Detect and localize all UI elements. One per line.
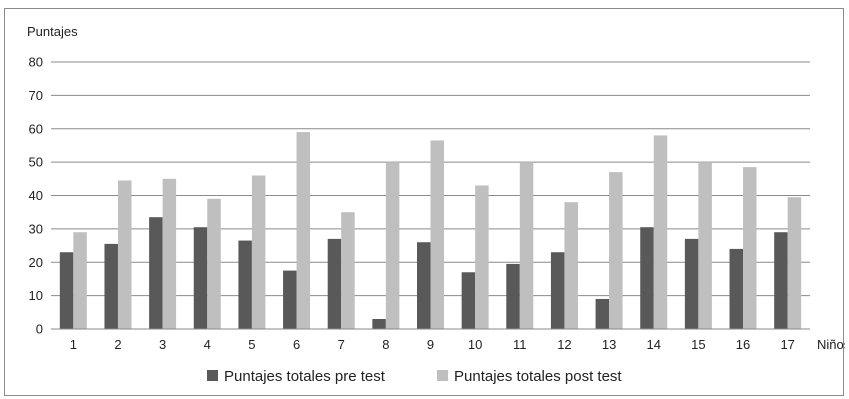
x-tick-label: 6 bbox=[293, 337, 300, 352]
y-tick-label: 50 bbox=[29, 155, 43, 170]
bar-post-test bbox=[385, 162, 400, 330]
x-tick-label: 3 bbox=[159, 337, 166, 352]
x-tick-label: 13 bbox=[602, 337, 616, 352]
bar-post-test bbox=[564, 202, 578, 329]
bar-post-test bbox=[519, 162, 534, 330]
legend-swatch-post-test bbox=[437, 370, 448, 381]
bar-pre-test bbox=[149, 217, 163, 329]
y-tick-labels: 0 10 20 30 40 50 60 70 80 bbox=[29, 55, 43, 337]
x-tick-label: 9 bbox=[427, 337, 434, 352]
bar-post-test bbox=[653, 135, 668, 329]
bar-pre-test bbox=[238, 240, 252, 329]
bar-pre-test bbox=[59, 252, 74, 329]
bar-post-test bbox=[787, 197, 802, 329]
x-tick-label: 8 bbox=[382, 337, 389, 352]
x-tick-label: 1 bbox=[70, 337, 77, 352]
y-tick-label: 80 bbox=[29, 55, 43, 70]
bar-post-test bbox=[251, 175, 266, 329]
bar-post-test bbox=[743, 167, 757, 329]
legend: Puntajes totales pre test Puntajes totale… bbox=[207, 368, 622, 385]
bar-pre-test bbox=[104, 243, 118, 329]
y-tick-label: 60 bbox=[29, 121, 43, 136]
bar-post-test bbox=[162, 178, 177, 329]
bar-post-test bbox=[698, 162, 712, 330]
bars bbox=[59, 132, 802, 330]
y-tick-label: 40 bbox=[29, 188, 43, 203]
x-axis-title: Niños bbox=[817, 337, 845, 352]
x-tick-label: 10 bbox=[468, 337, 482, 352]
bar-pre-test bbox=[327, 238, 342, 329]
x-tick-label: 15 bbox=[691, 337, 705, 352]
y-axis-title: Puntajes bbox=[27, 24, 78, 39]
y-tick-label: 70 bbox=[29, 88, 43, 103]
x-tick-label: 4 bbox=[204, 337, 211, 352]
bar-post-test bbox=[341, 212, 355, 329]
x-tick-label: 7 bbox=[338, 337, 345, 352]
x-tick-label: 16 bbox=[736, 337, 750, 352]
x-tick-label: 12 bbox=[557, 337, 571, 352]
bar-post-test bbox=[430, 140, 444, 329]
bar-pre-test bbox=[640, 227, 654, 329]
y-tick-label: 20 bbox=[29, 255, 43, 270]
legend-label-post-test: Puntajes totales post test bbox=[454, 368, 622, 385]
x-tick-label: 11 bbox=[513, 337, 527, 352]
bar-post-test bbox=[609, 172, 623, 329]
bar-post-test bbox=[73, 232, 87, 329]
bar-pre-test bbox=[193, 227, 208, 329]
bar-post-test bbox=[296, 132, 311, 329]
bar-pre-test bbox=[684, 238, 699, 329]
legend-swatch-pre-test bbox=[207, 370, 218, 381]
bar-post-test bbox=[207, 198, 221, 329]
x-tick-label: 17 bbox=[780, 337, 794, 352]
x-tick-label: 14 bbox=[647, 337, 661, 352]
bar-pre-test bbox=[550, 252, 565, 329]
chart-frame: Puntajes 0 10 20 30 40 50 60 70 80 1 2 3 4 5 6 7 8 9 10 11… bbox=[4, 8, 845, 396]
bar-pre-test bbox=[417, 242, 431, 329]
y-tick-label: 0 bbox=[36, 322, 43, 337]
x-tick-label: 5 bbox=[248, 337, 255, 352]
x-tick-labels: 1 2 3 4 5 6 7 8 9 10 11 12 13 14 15 16 17 bbox=[70, 337, 795, 352]
legend-label-pre-test: Puntajes totales pre test bbox=[224, 368, 386, 385]
bar-pre-test bbox=[506, 263, 520, 329]
bar-pre-test bbox=[729, 248, 744, 329]
y-tick-label: 10 bbox=[29, 288, 43, 303]
bar-post-test bbox=[475, 185, 489, 329]
bar-pre-test bbox=[372, 318, 386, 329]
bar-pre-test bbox=[595, 298, 610, 329]
bar-post-test bbox=[117, 180, 132, 329]
bar-pre-test bbox=[283, 270, 297, 329]
x-tick-label: 2 bbox=[114, 337, 121, 352]
y-tick-label: 30 bbox=[29, 221, 43, 236]
bar-pre-test bbox=[461, 272, 476, 329]
bar-pre-test bbox=[774, 232, 788, 329]
